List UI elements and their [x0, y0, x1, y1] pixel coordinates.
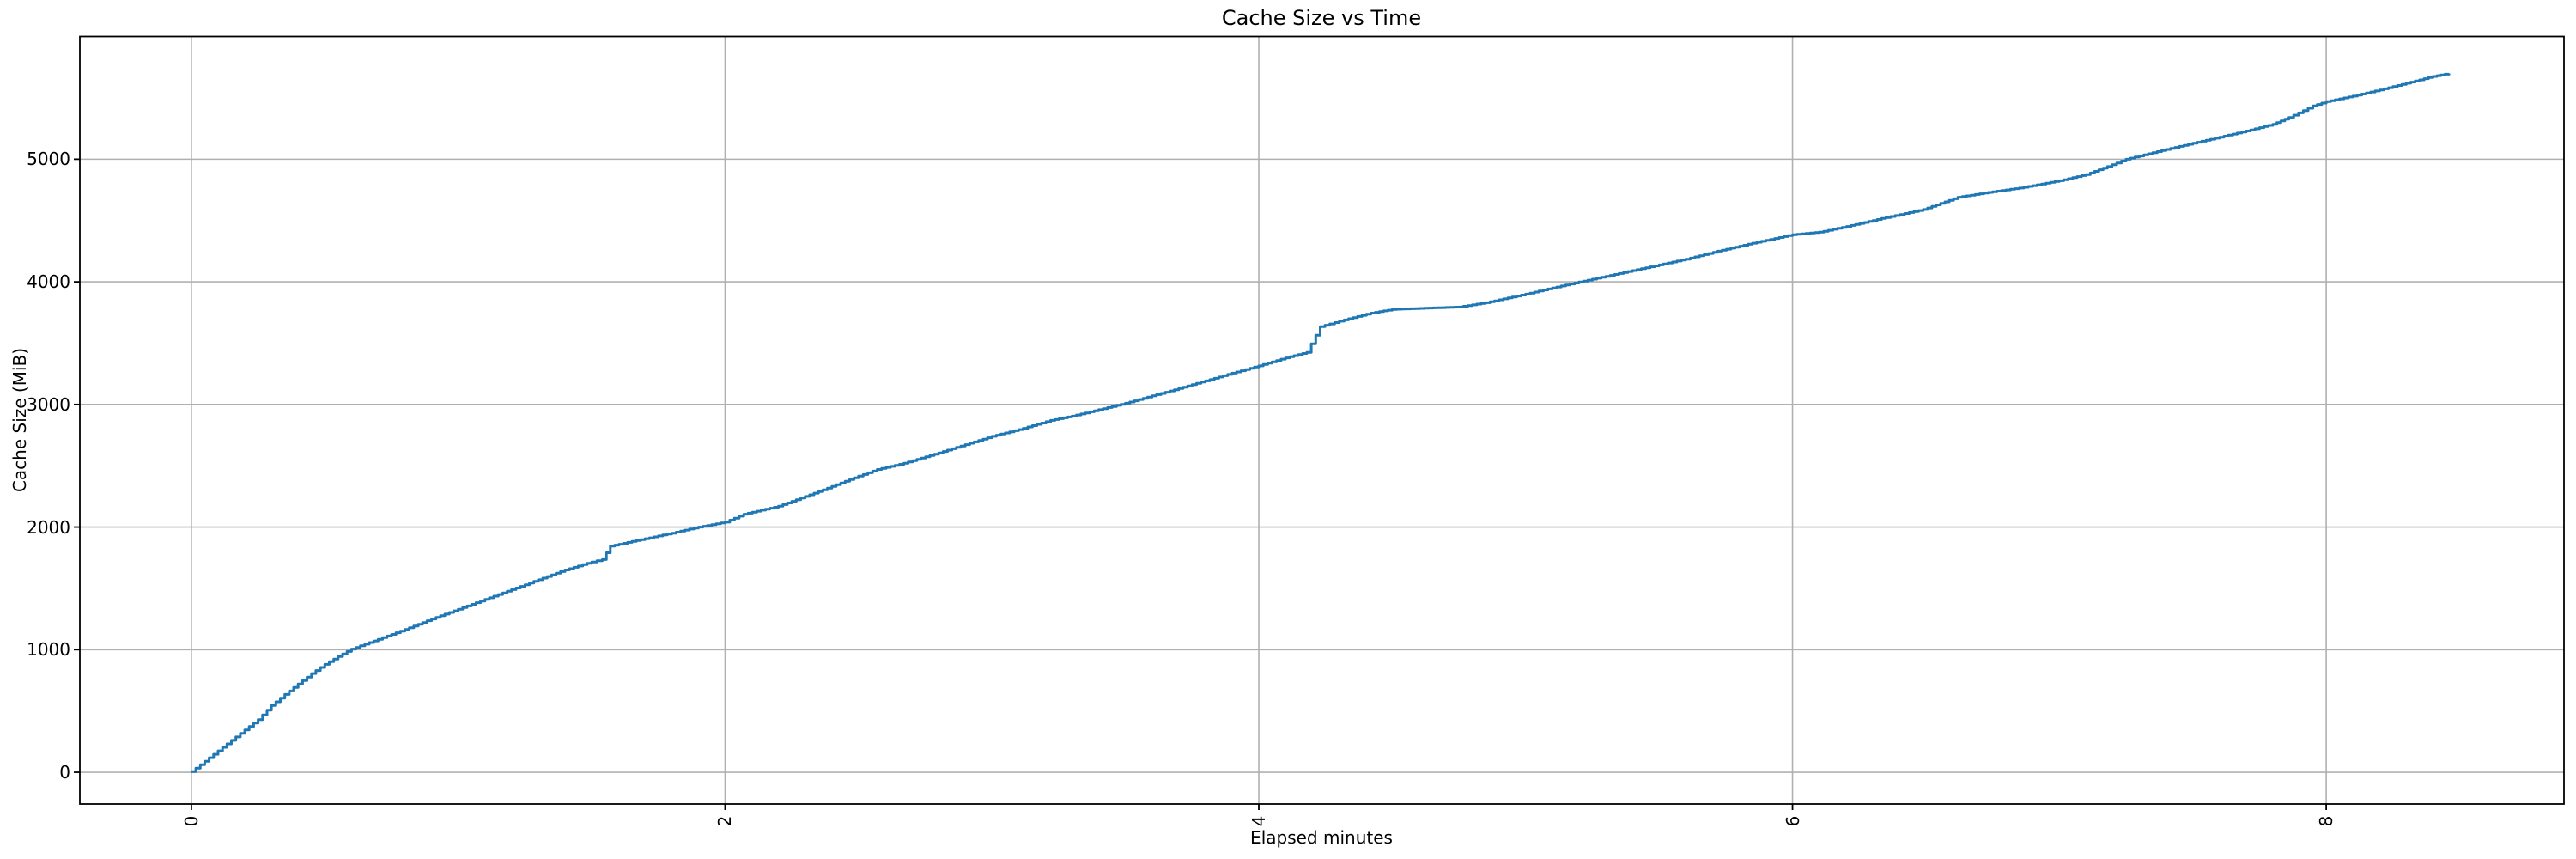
cache-size-line [191, 72, 2451, 773]
x-tick-label: 2 [714, 815, 736, 827]
y-tick-label: 2000 [27, 516, 70, 538]
y-tick-label: 1000 [27, 639, 70, 661]
y-tick-label: 0 [59, 762, 70, 783]
y-tick-label: 3000 [27, 393, 70, 415]
y-axis-label: Cache Size (MiB) [9, 347, 30, 493]
x-tick-label: 0 [180, 815, 202, 827]
x-axis-label: Elapsed minutes [1250, 827, 1393, 848]
x-tick-label: 8 [2316, 815, 2337, 827]
x-tick-label: 6 [1782, 815, 1803, 827]
y-tick-label: 4000 [27, 271, 70, 293]
y-tick-label: 5000 [27, 149, 70, 170]
x-tick-label: 4 [1249, 815, 1269, 827]
axes-box [79, 35, 2565, 805]
chart-title: Cache Size vs Time [1221, 6, 1422, 30]
